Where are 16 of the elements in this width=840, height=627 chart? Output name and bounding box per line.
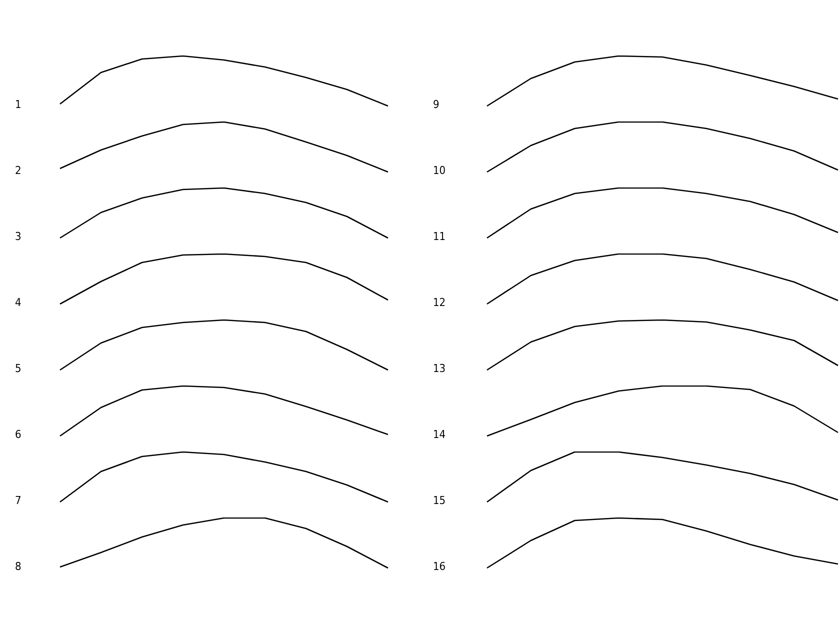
text: 10	[433, 164, 446, 177]
text: 16	[433, 560, 446, 573]
text: 7	[15, 494, 22, 507]
text: 1	[15, 98, 22, 111]
text: 5	[15, 362, 22, 375]
text: 11	[433, 230, 446, 243]
text: 9	[433, 98, 440, 111]
text: 4	[15, 296, 22, 309]
text: 14	[433, 428, 446, 441]
text: 13	[433, 362, 446, 375]
text: 15	[433, 494, 446, 507]
text: 3	[15, 230, 22, 243]
text: 6	[15, 428, 22, 441]
text: 2	[15, 164, 22, 177]
text: 8	[15, 560, 22, 573]
text: 12	[433, 296, 446, 309]
